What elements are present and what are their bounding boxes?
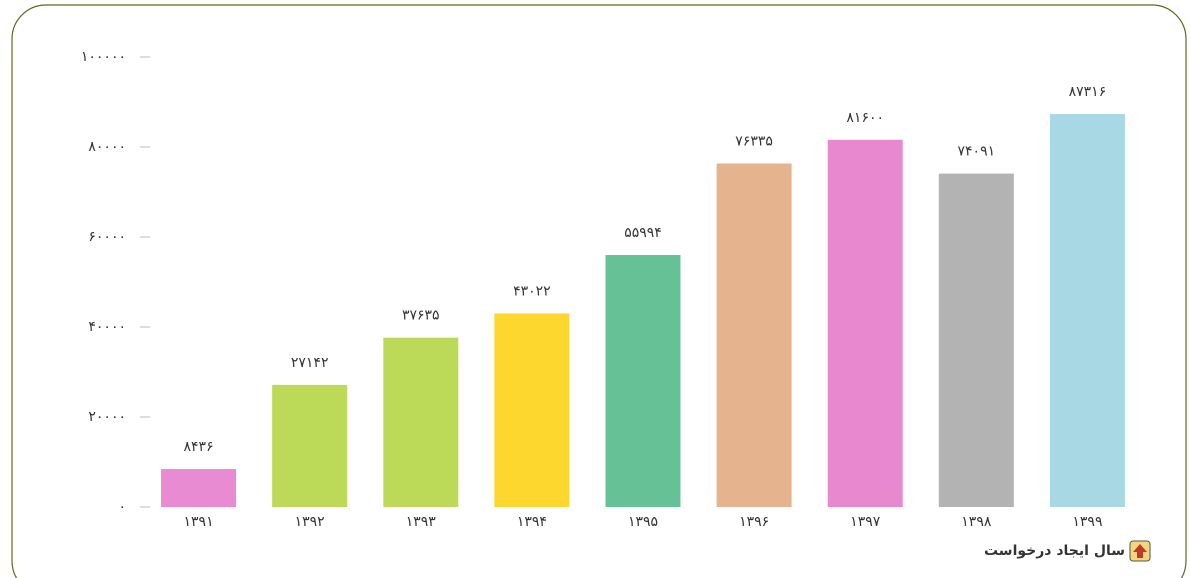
y-tick-label: ۰ xyxy=(118,499,126,515)
y-tick-label: ۱۰۰۰۰۰ xyxy=(81,49,126,65)
y-tick-label: ۲۰۰۰۰ xyxy=(88,409,126,425)
bar xyxy=(161,469,237,507)
value-label: ۳۷۶۳۵ xyxy=(402,308,440,324)
bar xyxy=(827,139,903,508)
x-tick-label: ۱۳۹۵ xyxy=(628,514,658,530)
x-axis-label: سال ایجاد درخواست xyxy=(984,543,1125,559)
bar xyxy=(605,255,681,507)
value-label: ۲۷۱۴۲ xyxy=(291,355,329,371)
value-label: ۸۴۳۶ xyxy=(184,439,214,455)
bar xyxy=(272,384,348,507)
value-label: ۸۱۶۰۰ xyxy=(846,110,884,126)
x-tick-label: ۱۳۹۱ xyxy=(184,514,214,530)
x-tick-label: ۱۳۹۴ xyxy=(517,514,547,530)
y-tick-label: ۴۰۰۰۰ xyxy=(88,319,126,335)
x-tick-label: ۱۳۹۹ xyxy=(1072,514,1102,530)
x-tick-label: ۱۳۹۷ xyxy=(850,514,881,530)
x-tick-label: ۱۳۹۸ xyxy=(961,514,992,530)
value-label: ۸۷۳۱۶ xyxy=(1069,84,1107,100)
bar xyxy=(938,173,1014,507)
x-tick-label: ۱۳۹۶ xyxy=(739,514,769,530)
y-tick-label: ۶۰۰۰۰ xyxy=(88,229,126,245)
x-tick-label: ۱۳۹۳ xyxy=(406,514,437,530)
value-label: ۷۴۰۹۱ xyxy=(958,144,996,160)
y-tick-label: ۸۰۰۰۰ xyxy=(88,139,126,155)
value-label: ۴۳۰۲۲ xyxy=(513,283,551,299)
bar xyxy=(383,337,459,507)
sort-icon[interactable] xyxy=(1129,540,1151,562)
value-label: ۷۶۳۳۵ xyxy=(735,133,773,149)
bar xyxy=(716,163,792,507)
x-tick-label: ۱۳۹۲ xyxy=(295,514,325,530)
frame xyxy=(11,4,1187,578)
bar xyxy=(494,313,570,507)
bar xyxy=(1049,114,1125,507)
value-label: ۵۵۹۹۴ xyxy=(624,225,662,241)
